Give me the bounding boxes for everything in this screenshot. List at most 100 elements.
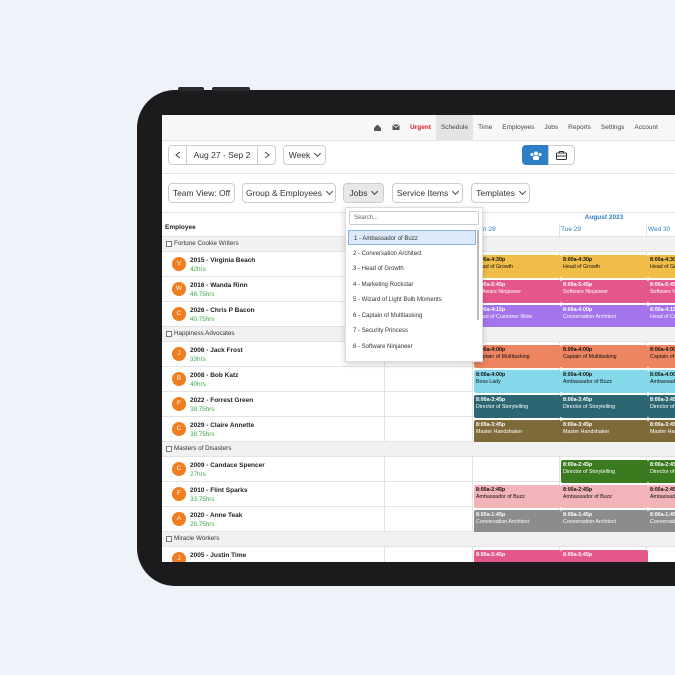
group-name: Fortune Cookie Writers (174, 240, 239, 247)
shift-role: Ambassador of Buzz (563, 494, 612, 500)
filter-button[interactable]: Service Items (392, 183, 463, 203)
nav-item[interactable]: Employees (502, 124, 535, 131)
employee-name[interactable]: 2026 - Chris P Bacon (190, 307, 255, 314)
filter-button[interactable]: Templates (471, 183, 530, 203)
nav-item[interactable]: Urgent (410, 124, 431, 131)
nav-item[interactable]: Reports (568, 124, 591, 131)
home-icon[interactable] (373, 123, 382, 132)
nav-item[interactable]: Account (634, 124, 658, 131)
group-toggle[interactable] (166, 241, 172, 247)
shift-time: 8:00a-4:30p (650, 257, 675, 263)
filter-button[interactable]: Jobs (343, 183, 384, 203)
shift-block[interactable]: 8:00a-4:00p Conversation Architect (561, 305, 648, 328)
date-range[interactable]: Aug 27 - Sep 2 (186, 145, 258, 165)
prev-week-button[interactable] (168, 145, 187, 165)
employee-name[interactable]: 2006 - Jack Frost (190, 347, 243, 354)
shift-time: 8:00a-3:45p (650, 397, 675, 403)
shift-time: 8:00a-4:00p (563, 372, 593, 378)
column-line (646, 224, 647, 562)
employee-name[interactable]: 2005 - Justin Time (190, 552, 247, 559)
shift-role: Head of Customer Wow (476, 314, 533, 320)
nav-item[interactable]: Time (478, 124, 493, 131)
group-toggle[interactable] (166, 446, 172, 452)
shift-time: 8:00a-4:15p (650, 307, 675, 313)
shift-block[interactable]: 8:00a-4:00p Boss Lady (474, 370, 561, 393)
employee-hours: 40hrs (190, 381, 206, 388)
dropdown-item[interactable]: 5 - Wizard of Light Bulb Moments (353, 297, 442, 303)
nav-item[interactable]: Settings (600, 124, 625, 131)
avatar: F (172, 487, 186, 501)
employee-name[interactable]: 2016 - Wanda Rinn (190, 282, 248, 289)
group-row: Miracle Workers (162, 532, 675, 547)
search-input[interactable]: Search... (349, 211, 479, 225)
employee-name[interactable]: 2009 - Candace Spencer (190, 462, 265, 469)
shift-role: Director of Storytelling (476, 404, 529, 410)
shift-time: 8:00a-3:45p (476, 422, 506, 428)
shift-block[interactable]: 8:00a-5:45p (561, 550, 648, 562)
month-header: August 2023 (584, 214, 624, 221)
filter-button[interactable]: Team View: Off (168, 183, 235, 203)
people-view-button[interactable] (522, 145, 549, 165)
employee-name[interactable]: 2010 - Flint Sparks (190, 487, 248, 494)
dropdown-item[interactable]: 1 - Ambassador of Buzz (348, 230, 476, 245)
dropdown-item[interactable]: 4 - Marketing Rockstar (353, 281, 414, 288)
job-view-button[interactable] (548, 145, 575, 165)
mail-icon[interactable] (392, 124, 400, 131)
shift-role: Conversation Architect (650, 519, 675, 525)
nav-item[interactable]: Schedule (435, 115, 474, 140)
shift-block[interactable]: 8:00a-5:45p (474, 550, 561, 562)
dropdown-item[interactable]: 3 - Head of Growth (353, 266, 404, 272)
dropdown-item[interactable]: 2 - Conversation Architect (353, 250, 422, 257)
employee-name[interactable]: 2029 - Claire Annette (190, 422, 255, 429)
dropdown-item[interactable]: 7 - Security Princess (353, 328, 409, 334)
dropdown-item[interactable]: 8 - Software Ninjaneer (353, 343, 413, 350)
group-toggle[interactable] (166, 331, 172, 337)
filter-button[interactable]: Group & Employees (242, 183, 336, 203)
employee-hours: 33.75hrs (190, 496, 215, 503)
avatar: F (172, 397, 186, 411)
view-select[interactable]: Week (283, 145, 326, 165)
avatar: C (172, 307, 186, 321)
dropdown-item[interactable]: 6 - Captain of Multitasking (353, 312, 423, 319)
employee-name[interactable]: 2008 - Bob Katz (190, 372, 239, 379)
nav-item[interactable]: Jobs (544, 124, 559, 131)
shift-time: 8:00a-2:45p (563, 487, 593, 493)
group-toggle[interactable] (166, 536, 172, 542)
shift-role: Director of Storytelling (563, 469, 616, 475)
shift-role: Master Handshaker (476, 429, 523, 435)
employee-name[interactable]: 2020 - Anne Teak (190, 512, 243, 519)
shift-role: Head of Growth (650, 264, 675, 270)
employee-name[interactable]: 2015 - Virginia Beach (190, 257, 256, 264)
day-header: Wed 30 (648, 226, 671, 233)
next-week-button[interactable] (257, 145, 276, 165)
shift-role: Master Handshaker (650, 429, 675, 435)
employee-name[interactable]: 2022 - Forrest Green (190, 397, 254, 404)
